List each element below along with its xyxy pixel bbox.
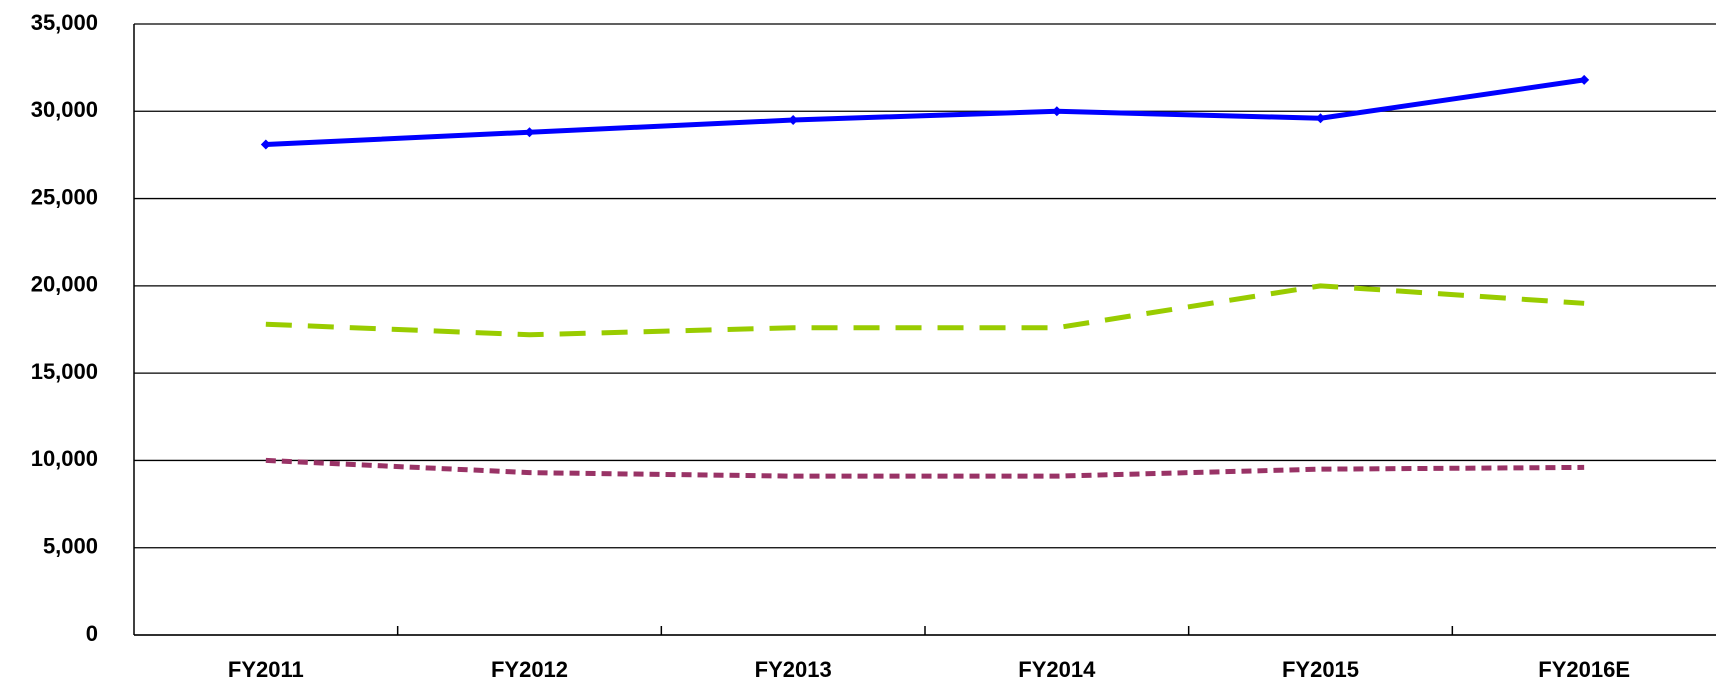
x-tick-label: FY2015 [1282,657,1359,682]
y-tick-label: 5,000 [43,534,98,559]
y-tick-label: 10,000 [31,446,98,471]
x-tick-label: FY2012 [491,657,568,682]
y-tick-label: 15,000 [31,359,98,384]
x-tick-label: FY2016E [1538,657,1630,682]
y-tick-label: 20,000 [31,272,98,297]
point-marker [1315,113,1326,124]
x-tick-label: FY2011 [228,657,304,682]
x-tick-label: FY2014 [1018,657,1096,682]
series-line [265,283,1585,338]
y-tick-label: 25,000 [31,184,98,209]
point-marker [524,127,535,138]
point-marker [1579,74,1590,85]
series-line [265,457,1585,479]
series-line [265,77,1585,147]
point-marker [260,139,271,150]
point-marker [788,115,799,126]
x-tick-label: FY2013 [755,657,832,682]
y-tick-label: 30,000 [31,97,98,122]
y-tick-label: 0 [86,621,98,646]
point-marker [1051,106,1062,117]
y-tick-label: 35,000 [31,10,98,35]
